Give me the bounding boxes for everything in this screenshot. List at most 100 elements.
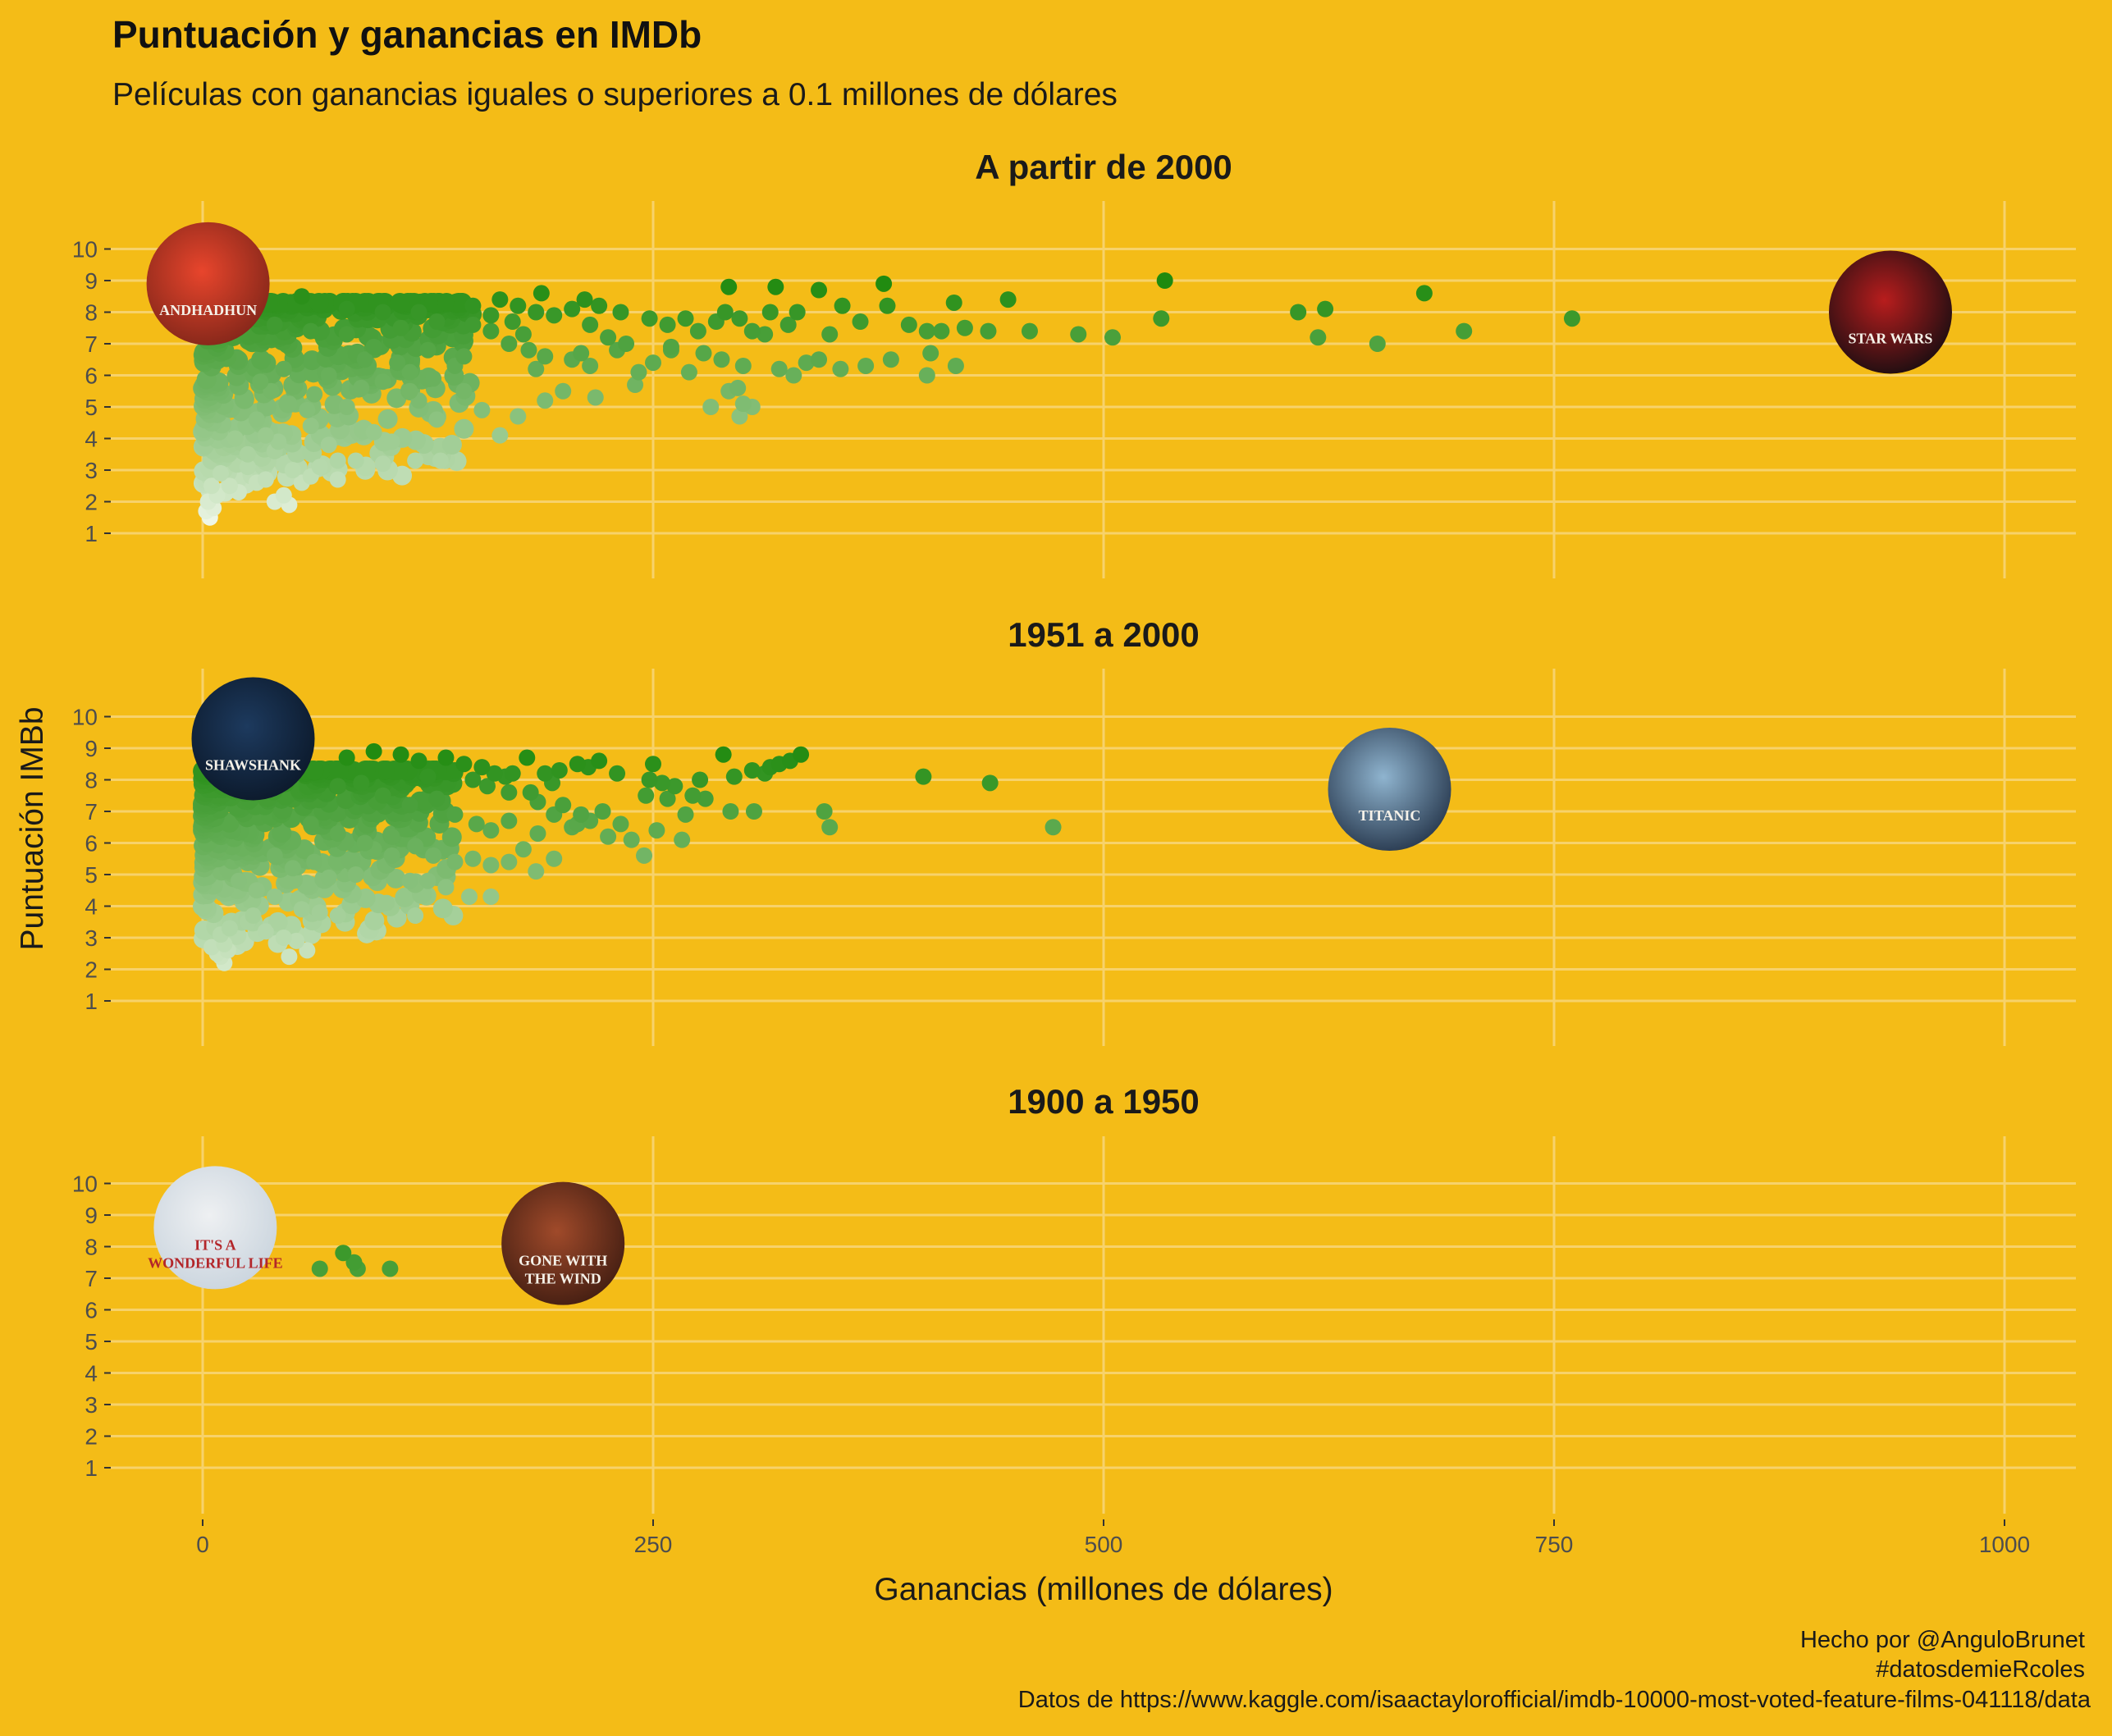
- data-point: [347, 452, 364, 469]
- data-point: [725, 768, 743, 785]
- data-point: [713, 351, 730, 368]
- data-point: [311, 459, 328, 476]
- data-point: [329, 452, 346, 469]
- x-tick-label: 1000: [1979, 1532, 2030, 1557]
- facet-title: 1900 a 1950: [1008, 1082, 1200, 1121]
- data-point: [821, 326, 839, 343]
- data-point: [638, 787, 655, 804]
- data-point: [410, 752, 427, 770]
- data-point: [401, 797, 418, 814]
- data-point: [537, 348, 554, 365]
- data-point: [648, 822, 665, 839]
- data-point: [834, 297, 851, 314]
- caption-hashtag: #datosdemieRcoles: [1876, 1656, 2085, 1683]
- y-axis-title: Puntuación IMBb: [15, 706, 50, 950]
- y-tick-label: 10: [72, 1172, 98, 1197]
- data-point: [1045, 819, 1062, 836]
- data-point: [510, 297, 527, 314]
- data-point: [338, 326, 355, 343]
- data-point: [320, 869, 337, 886]
- data-point: [239, 459, 256, 476]
- y-tick-label: 8: [85, 1235, 98, 1260]
- y-tick-label: 1: [85, 989, 98, 1014]
- data-point: [659, 316, 676, 333]
- data-point: [915, 768, 932, 785]
- data-point: [731, 408, 748, 425]
- data-point: [419, 768, 437, 785]
- y-tick-label: 3: [85, 1392, 98, 1418]
- data-point: [528, 863, 545, 880]
- y-tick-label: 9: [85, 268, 98, 294]
- facet-panel: 1951 a 2000 1 2 3 4 5 6 7 8 9 10 SHAWSHANK TITANIC: [72, 615, 2076, 1046]
- data-point: [270, 913, 287, 930]
- data-point: [956, 319, 973, 336]
- data-point: [356, 834, 373, 852]
- data-point: [226, 430, 244, 447]
- data-point: [793, 746, 810, 763]
- data-point: [266, 316, 283, 333]
- data-point: [299, 942, 316, 959]
- data-point: [464, 850, 482, 867]
- data-point: [600, 329, 617, 346]
- data-point: [311, 1260, 328, 1277]
- data-point: [383, 828, 400, 845]
- data-point: [811, 281, 828, 299]
- data-point: [1070, 326, 1087, 343]
- data-point: [374, 455, 391, 473]
- data-point: [729, 379, 747, 396]
- data-point: [832, 360, 849, 377]
- y-tick-label: 5: [85, 395, 98, 420]
- y-tick-label: 6: [85, 363, 98, 389]
- data-point: [437, 749, 455, 766]
- data-point: [407, 452, 424, 469]
- data-point: [821, 819, 839, 836]
- data-point: [478, 778, 496, 795]
- data-point: [491, 427, 509, 444]
- data-point: [464, 771, 482, 788]
- data-point: [395, 887, 415, 907]
- data-point: [510, 408, 527, 425]
- data-point: [582, 316, 599, 333]
- data-point: [594, 803, 611, 820]
- poster-title-text: STAR WARS: [1849, 331, 1933, 347]
- data-point: [587, 389, 604, 406]
- data-point: [677, 310, 694, 327]
- data-point: [879, 297, 896, 314]
- y-tick-label: 8: [85, 768, 98, 793]
- data-point: [423, 292, 444, 313]
- data-point: [697, 790, 714, 807]
- poster-title-text: THE WIND: [525, 1271, 601, 1287]
- data-point: [374, 304, 391, 321]
- titanic-poster: TITANIC: [1328, 728, 1451, 852]
- poster-disc: [1828, 250, 1952, 374]
- data-point: [591, 297, 608, 314]
- data-point: [293, 901, 310, 918]
- data-point: [674, 831, 691, 848]
- data-point: [501, 812, 518, 829]
- data-point: [999, 291, 1017, 308]
- data-point: [428, 790, 446, 807]
- data-point: [720, 278, 738, 295]
- data-point: [779, 316, 797, 333]
- data-point: [392, 746, 409, 763]
- data-point: [770, 360, 788, 377]
- y-tick-label: 7: [85, 799, 98, 825]
- data-point: [612, 815, 629, 833]
- y-tick-label: 5: [85, 862, 98, 888]
- poster-disc: [191, 677, 315, 801]
- y-tick-label: 3: [85, 925, 98, 951]
- data-point: [734, 395, 752, 413]
- data-point: [392, 319, 409, 336]
- data-point: [432, 452, 449, 469]
- poster-title-text: TITANIC: [1359, 807, 1421, 824]
- y-tick-label: 10: [72, 705, 98, 730]
- data-point: [722, 803, 739, 820]
- data-point: [302, 815, 319, 833]
- data-point: [555, 382, 572, 400]
- data-point: [702, 399, 720, 415]
- data-point: [441, 827, 462, 847]
- data-point: [454, 418, 474, 439]
- data-point: [731, 310, 748, 327]
- data-point: [501, 336, 518, 352]
- data-point: [341, 850, 361, 870]
